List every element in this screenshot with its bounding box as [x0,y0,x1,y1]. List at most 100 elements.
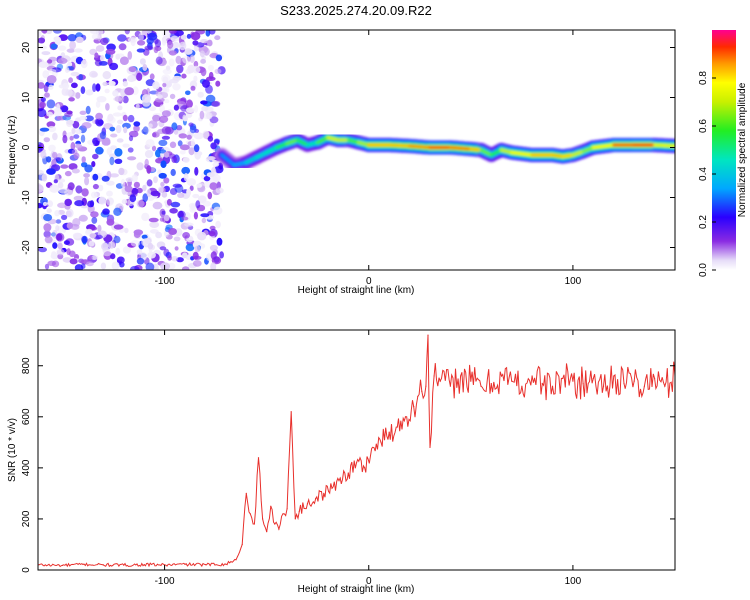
noise-cell [192,193,200,199]
snr-frame [37,329,676,571]
snr-point [347,472,349,474]
noise-cell [219,251,225,259]
noise-cell [81,122,92,129]
noise-cell [106,147,113,156]
noise-cell [181,166,191,175]
noise-cell [66,248,71,256]
noise-cell [201,105,209,112]
snr-series-line [38,335,675,568]
noise-cell [70,142,76,151]
spectrogram-frame [37,29,676,271]
noise-cell [215,80,221,87]
spectrogram-y-ticks: -20 -10 0 10 20 [21,42,675,255]
noise-cell [168,50,177,56]
noise-cell [48,69,57,74]
noise-cell [215,187,224,194]
noise-cell [71,127,76,134]
spectrogram-y-axis-label: Frequency (Hz) [7,116,18,185]
noise-cell [114,95,125,103]
noise-cell [146,165,152,174]
noise-cell [190,31,201,41]
noise-cell [206,253,212,261]
noise-cell [90,211,99,218]
snr-point [427,334,429,336]
noise-cell [115,53,125,58]
noise-cell [176,125,183,131]
noise-cell [200,100,208,105]
noise-cell [159,208,166,218]
noise-cell [54,36,62,46]
noise-cell [209,116,219,124]
noise-cell [92,173,99,181]
snr-y-ticks: 0 200 400 600 800 [21,357,675,573]
noise-cell [116,138,124,143]
noise-cell [73,134,80,139]
noise-cell [74,200,85,207]
noise-cell [83,173,90,178]
noise-cell [152,81,160,90]
noise-cell [67,182,75,191]
noise-cell [43,214,53,222]
noise-cell [122,80,128,87]
noise-cell [88,255,93,261]
noise-cell [130,38,136,47]
noise-cell [176,257,184,263]
noise-cell [186,107,195,113]
noise-cell [113,224,124,230]
noise-cell [79,110,87,116]
noise-cell [168,58,175,67]
noise-cell [172,83,181,91]
noise-cell [136,162,144,171]
ridge-core [326,136,340,142]
noise-cell [181,73,187,79]
noise-cell [182,114,187,122]
noise-cell [91,216,98,224]
noise-cell [147,242,154,250]
noise-cell [163,151,170,158]
snr-point [143,564,145,566]
noise-cell [131,187,139,195]
noise-cell [206,76,216,81]
noise-cell [149,73,155,80]
noise-cell [174,246,179,251]
noise-cell [163,214,170,222]
noise-cell [47,260,56,266]
noise-cell [210,142,217,150]
colorbar-tick-label: 0.8 [698,71,709,85]
colorbar: 0.0 0.2 0.4 0.6 0.8 Normalized spectral ampl… [698,30,748,277]
noise-cell [159,104,165,113]
noise-cell [53,107,63,117]
noise-cell [100,262,107,270]
noise-cell [196,183,202,188]
noise-cell [177,140,183,147]
noise-cell [109,126,116,132]
noise-cell [129,194,137,203]
snr-point [204,564,206,566]
ridge-core [469,147,483,152]
noise-cell [161,126,172,135]
noise-cell [145,262,155,270]
noise-cell [162,82,167,88]
noise-cell [98,196,107,205]
snr-point [582,383,584,385]
noise-cell [135,103,140,110]
snr-y-tick-label: 600 [21,408,32,425]
noise-cell [195,200,201,209]
snr-point [480,385,482,387]
noise-cell [66,119,74,125]
noise-cell [163,177,170,184]
noise-cell [50,43,58,50]
noise-cell [161,110,171,117]
noise-cell [70,71,80,77]
snr-point [433,375,435,377]
noise-cell [108,80,116,87]
noise-cell [186,99,193,109]
noise-cell [186,33,192,39]
noise-cell [54,210,60,217]
noise-cell [92,183,99,190]
noise-cell [127,74,136,83]
noise-cell [115,124,122,134]
noise-cell [111,261,120,270]
noise-cell [186,178,196,186]
